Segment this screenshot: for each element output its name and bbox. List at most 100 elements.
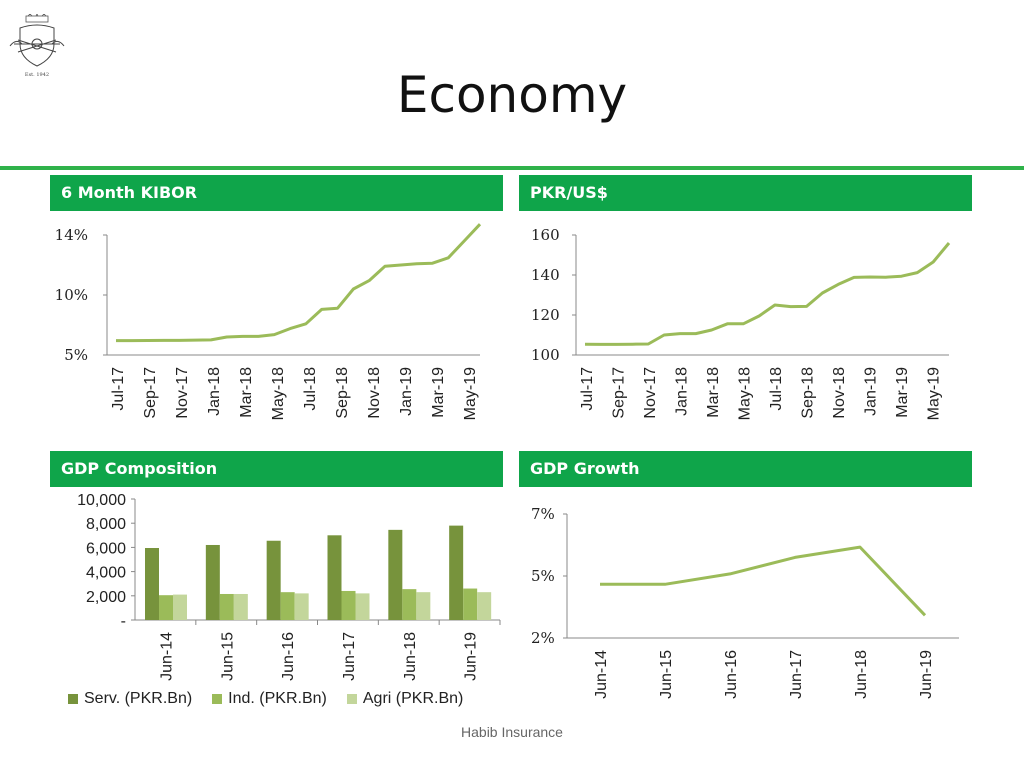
gdp-growth-x-tick-label: Jun-18 [853,650,870,699]
pkr-data-point [599,343,602,346]
pkr-data-point [837,283,840,286]
pkr-data-point [884,276,887,279]
kibor-x-tick-label: Jul-17 [110,367,127,411]
gdp-comp-bar [463,588,478,620]
gdp-growth-data-point [794,556,797,559]
pkr-data-point [678,332,681,335]
gdp-comp-bar [145,548,159,620]
kibor-y-tick-label: 5% [64,346,88,364]
pkr-data-point [710,329,713,332]
gdp-comp-bar [173,594,187,620]
pkr-usd-line-chart: 100 120 140 160 Jul-17 Sep-17 Nov-17 Jan-18 Mar-… [531,226,951,420]
kibor-x-tick-label: May-19 [462,367,479,420]
pkr-y-tick-label: 160 [531,226,560,244]
kibor-data-point [415,262,418,265]
gdp-comp-x-tick-label: Jun-14 [158,632,175,681]
gdp-comp-bar [355,593,370,620]
pkr-data-point [805,305,808,308]
pkr-data-point [853,276,856,279]
pkr-data-point [631,343,634,346]
kibor-x-tick-label: Sep-17 [142,367,159,419]
pkr-x-tick-label: Nov-18 [831,367,848,419]
kibor-data-point [463,240,466,243]
pkr-x-tick-label: Jul-17 [579,367,596,411]
pkr-data-point [647,343,650,346]
gdp-comp-bar [159,595,173,620]
gdp-comp-bar [388,529,403,620]
pkr-x-tick-label: Jul-18 [768,367,785,411]
kibor-data-point [257,335,260,338]
pkr-data-point [773,304,776,307]
gdp-comp-x-tick-label: Jun-19 [463,632,480,681]
gdp-growth-line-chart: 2% 5% 7% Jun-14 Jun-15 Jun-16 Jun-17 Jun-18 Jun-… [531,505,959,699]
kibor-x-tick-label: May-18 [270,367,287,420]
legend-item-ind: Ind. (PKR.Bn) [212,690,327,708]
pkr-x-tick-label: Jan-19 [863,367,880,416]
kibor-x-tick-label: Mar-19 [430,367,447,418]
pkr-y-tick-label: 140 [531,266,560,284]
pkr-data-point [789,305,792,308]
gdp-comp-bar [219,593,234,620]
pkr-series-line [584,242,951,346]
kibor-x-tick-label: Jan-19 [398,367,415,416]
gdp-growth-data-point [924,614,927,617]
gdp-growth-series-line [600,545,927,617]
kibor-data-point [209,338,212,341]
legend-item-serv: Serv. (PKR.Bn) [68,690,192,708]
gdp-comp-bar [402,589,417,620]
gdp-composition-legend: Serv. (PKR.Bn) Ind. (PKR.Bn) Agri (PKR.B… [68,688,483,710]
gdp-comp-y-tick-label: 8,000 [86,516,126,533]
pkr-data-point [916,271,919,274]
kibor-y-tick-label: 10% [55,286,88,304]
kibor-data-point [273,333,276,336]
company-logo: Est. 1942 [9,14,65,78]
kibor-data-point [178,339,181,342]
gdp-comp-bar [449,525,464,620]
panel-header-kibor: 6 Month KIBOR [50,175,503,211]
pkr-x-tick-label: Sep-17 [611,367,628,419]
pkr-data-point [758,315,761,318]
panel-header-gdp-growth: GDP Growth [519,451,972,487]
gdp-comp-bar [341,590,356,620]
kibor-line-chart: 5% 10% 14% Jul-17 Sep-17 Nov-17 Jan-18 Mar-18 Ma… [55,223,482,420]
crest-icon [9,24,65,67]
gdp-growth-x-tick-label: Jun-19 [918,650,935,699]
kibor-x-tick-label: Jul-18 [302,367,319,411]
legend-swatch-agri [346,694,357,704]
gdp-comp-bar [416,592,431,620]
gdp-comp-bar [294,593,309,620]
pkr-x-tick-label: Mar-18 [705,367,722,418]
pkr-data-point [868,276,871,279]
kibor-x-tick-label: Nov-18 [366,367,383,419]
gdp-comp-y-tick-label: - [121,613,126,630]
gdp-growth-data-point [664,583,667,586]
gdp-comp-bar [327,535,342,620]
kibor-x-tick-label: Sep-18 [334,367,351,419]
legend-swatch-ind [212,694,223,704]
gdp-comp-y-tick-label: 10,000 [77,492,126,509]
pkr-data-point [584,343,587,346]
gdp-composition-bar-chart: - 2,000 4,000 6,000 8,000 10,000 Jun-14 Jun-15 J… [77,492,501,681]
gdp-growth-data-point [599,583,602,586]
pkr-x-tick-label: Sep-18 [800,367,817,419]
pkr-data-point [932,261,935,264]
pkr-x-tick-label: Nov-17 [642,367,659,419]
pkr-data-point [726,322,729,325]
pkr-data-point [694,332,697,335]
kibor-data-point [368,279,371,282]
title-divider [0,166,1024,170]
gdp-comp-bar [266,540,281,620]
gdp-comp-bar [233,593,248,620]
kibor-x-tick-label: Nov-17 [174,367,191,419]
gdp-growth-x-tick-label: Jun-16 [723,650,740,699]
gdp-growth-x-tick-label: Jun-17 [788,650,805,699]
kibor-data-point [225,336,228,339]
kibor-x-tick-label: Mar-18 [238,367,255,418]
kibor-x-tick-label: Jan-18 [206,367,223,416]
kibor-data-point [399,264,402,267]
kibor-data-point [479,223,482,226]
pkr-data-point [615,343,618,346]
kibor-data-point [115,339,118,342]
gdp-comp-bar [280,592,295,620]
kibor-data-point [162,339,165,342]
